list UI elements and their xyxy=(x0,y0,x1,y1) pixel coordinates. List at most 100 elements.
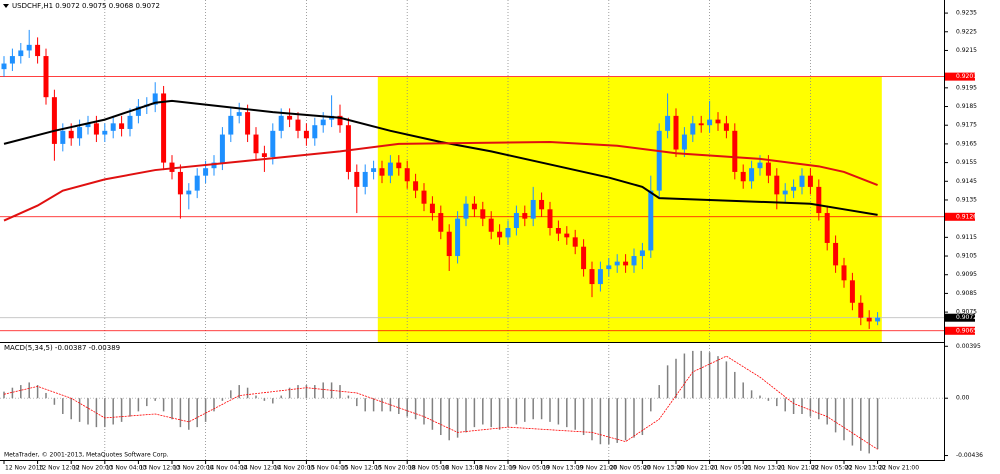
x-tick-label: 21 Nov 21:00 xyxy=(778,465,819,472)
candle-body xyxy=(35,44,41,57)
candle-body xyxy=(93,123,99,135)
candle-body xyxy=(656,130,662,191)
x-tick-label: 22 Nov 05:00 xyxy=(811,465,852,472)
candle-body xyxy=(303,130,309,139)
candle-body xyxy=(261,153,267,157)
candle-body xyxy=(522,213,528,219)
candle-body xyxy=(471,203,477,210)
candle-body xyxy=(413,181,419,191)
candle-body xyxy=(858,302,864,318)
candle-body xyxy=(774,175,780,195)
x-tick-label: 22 Nov 13:00 xyxy=(845,465,886,472)
y-tick-label: -0.00436 xyxy=(956,452,983,459)
candle-body xyxy=(68,130,74,139)
price-tag-label: 0.9072 xyxy=(956,314,977,321)
candle-body xyxy=(245,112,251,135)
footer: MetaTrader, © 2001-2013, MetaQuotes Soft… xyxy=(4,452,169,459)
candle-body xyxy=(77,127,83,139)
candle-body xyxy=(119,123,125,129)
candle-body xyxy=(723,123,729,131)
x-tick-label: 14 Nov 12:00 xyxy=(240,465,281,472)
price-tag xyxy=(945,313,975,322)
candle-body xyxy=(824,213,830,243)
candle-body xyxy=(555,228,561,234)
candle-body xyxy=(791,186,797,191)
highlight-rectangle xyxy=(377,76,882,342)
y-tick-label: 0.9105 xyxy=(956,253,977,260)
candle-body xyxy=(648,190,654,251)
candle-body xyxy=(572,237,578,247)
candle-body xyxy=(665,115,671,131)
candle-body xyxy=(497,231,503,238)
price-tag xyxy=(945,326,975,335)
candle-body xyxy=(362,171,368,187)
candle-body xyxy=(26,44,32,51)
candle-body xyxy=(564,233,570,238)
candle-body xyxy=(186,190,192,195)
candle-body xyxy=(135,106,141,116)
y-tick-label: 0.9185 xyxy=(956,103,977,110)
y-tick-label: 0.9115 xyxy=(956,234,977,241)
candle-body xyxy=(1,63,7,70)
candle-body xyxy=(698,123,704,126)
x-tick-label: 15 Nov 12:00 xyxy=(341,465,382,472)
x-tick-label: 22 Nov 21:00 xyxy=(879,465,920,472)
candle-body xyxy=(623,261,629,266)
candle-body xyxy=(320,119,326,126)
x-tick-label: 14 Nov 04:00 xyxy=(207,465,248,472)
candle-body xyxy=(505,228,511,238)
candle-body xyxy=(177,171,183,195)
signal-line xyxy=(3,355,878,450)
candle-body xyxy=(161,93,167,163)
candle-body xyxy=(614,261,620,266)
candle-body xyxy=(530,199,536,219)
x-tick-label: 13 Nov 04:00 xyxy=(106,465,147,472)
candle-body xyxy=(833,242,839,266)
price-tag-label: 0.9201 xyxy=(956,73,977,80)
candle-body xyxy=(740,171,746,182)
candle-body xyxy=(211,162,217,169)
candle-body xyxy=(480,209,486,219)
x-tick-label: 13 Nov 12:00 xyxy=(139,465,180,472)
y-tick-label: 0.9155 xyxy=(956,159,977,166)
x-tick-label: 18 Nov 05:00 xyxy=(408,465,449,472)
y-tick-label: 0.9225 xyxy=(956,28,977,35)
y-tick-label: 0.9195 xyxy=(956,84,977,91)
y-tick-label: 0.9095 xyxy=(956,271,977,278)
candle-body xyxy=(631,256,637,266)
y-tick-label: 0.9145 xyxy=(956,178,977,185)
x-tick-label: 20 Nov 13:00 xyxy=(643,465,684,472)
candle-body xyxy=(228,115,234,135)
x-tick-label: 12 Nov 2013 xyxy=(5,465,44,472)
candle-body xyxy=(429,203,435,214)
candle-body xyxy=(849,280,855,303)
menu-icon[interactable] xyxy=(3,4,9,8)
y-tick-label: 0.9215 xyxy=(956,47,977,54)
price-tag-label: 0.9065 xyxy=(956,327,977,334)
price-tag-label: 0.9126 xyxy=(956,213,977,220)
candle-body xyxy=(60,130,66,144)
x-tick-label: 12 Nov 20:00 xyxy=(72,465,113,472)
candle-body xyxy=(18,50,24,57)
candle-body xyxy=(639,250,645,257)
candle-body xyxy=(278,115,284,131)
y-tick-label: 0.9075 xyxy=(956,309,977,316)
candle-body xyxy=(673,115,679,150)
chart-title: USDCHF,H1 0.9072 0.9075 0.9068 0.9072 xyxy=(12,2,160,10)
candle-body xyxy=(875,317,881,322)
x-tick-label: 13 Nov 20:00 xyxy=(173,465,214,472)
candle-body xyxy=(236,112,242,116)
y-tick-label: 0.9165 xyxy=(956,140,977,147)
x-tick-label: 19 Nov 05:00 xyxy=(509,465,550,472)
candle-body xyxy=(455,218,461,257)
candle-body xyxy=(43,56,49,98)
candle-body xyxy=(337,115,343,126)
candle-body xyxy=(169,162,175,172)
candle-body xyxy=(110,123,116,131)
candle-body xyxy=(715,119,721,124)
candle-body xyxy=(379,168,385,176)
candle-body xyxy=(446,231,452,257)
candle-body xyxy=(513,213,519,228)
candle-body xyxy=(732,130,738,172)
